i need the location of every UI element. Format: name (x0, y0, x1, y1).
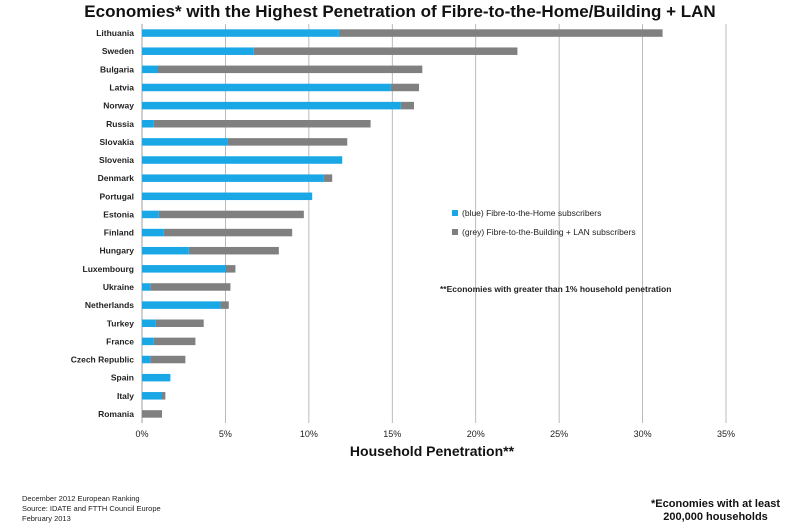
category-label: Norway (103, 101, 134, 111)
category-label: Latvia (109, 82, 134, 92)
x-axis-title: Household Penetration** (350, 443, 515, 459)
category-label: Denmark (98, 173, 135, 183)
bar-ftth (142, 120, 154, 128)
footer-household-note: *Economies with at least 200,000 househo… (651, 498, 780, 524)
bar-ftth (142, 228, 164, 237)
category-label: Finland (104, 228, 134, 238)
category-label: France (106, 336, 134, 346)
category-label: Romania (98, 409, 134, 419)
bar-ftth (142, 29, 339, 37)
x-tick-label: 0% (135, 429, 148, 439)
category-label: Czech Republic (71, 355, 135, 365)
bar-ftth (142, 337, 154, 346)
bar-ftth (142, 138, 228, 146)
x-tick-label: 5% (219, 429, 232, 439)
penetration-note: **Economies with greater than 1% househo… (440, 284, 671, 294)
x-tick-label: 35% (717, 429, 735, 439)
legend-label-fttb-lan: (grey) Fibre-to-the-Building + LAN subsc… (462, 227, 636, 237)
footer-ranking-line: December 2012 European Ranking (22, 494, 140, 503)
household-note-line-2: 200,000 households (663, 511, 768, 523)
bar-fttb-lan (400, 101, 414, 110)
category-label: Turkey (107, 318, 135, 328)
category-label: Ukraine (103, 282, 134, 292)
bar-fttb-lan (153, 337, 196, 346)
category-label: Luxembourg (83, 264, 134, 274)
bar-ftth (142, 246, 189, 255)
bar-fttb-lan (155, 319, 204, 327)
footer-source-line: Source: IDATE and FTTH Council Europe (22, 504, 161, 513)
category-label: Slovenia (99, 155, 134, 165)
x-tick-label: 25% (550, 429, 568, 439)
legend-swatch-ftth (452, 210, 458, 216)
bar-ftth (142, 355, 151, 364)
legend-swatch-fttb-lan (452, 229, 458, 235)
bars (142, 29, 663, 418)
category-label: Sweden (102, 46, 134, 56)
category-labels: Lithuania Sweden Bulgaria Latvia Norway Russi… (71, 28, 135, 419)
x-tick-label: 20% (467, 429, 485, 439)
bar-fttb-lan (158, 210, 304, 219)
bar-ftth (142, 101, 401, 110)
category-label: Italy (117, 391, 134, 401)
gridlines (141, 24, 727, 423)
bar-fttb-lan (157, 65, 423, 74)
category-label: Estonia (103, 209, 134, 219)
chart-title: Economies* with the Highest Penetration … (84, 2, 716, 21)
bar-fttb-lan (162, 392, 166, 400)
bar-ftth (142, 319, 156, 327)
bar-fttb-lan (150, 283, 231, 291)
category-label: Bulgaria (100, 64, 134, 74)
category-label: Russia (106, 119, 134, 129)
bar-ftth (142, 83, 391, 92)
bar-ftth (142, 192, 313, 201)
x-tick-label: 10% (300, 429, 318, 439)
bar-fttb-lan (153, 120, 371, 128)
legend: (blue) Fibre-to-the-Home subscribers (gr… (452, 208, 636, 237)
bar-fttb-lan (338, 29, 663, 37)
category-label: Lithuania (96, 28, 134, 38)
footer-source: December 2012 European Ranking Source: I… (22, 494, 161, 524)
bar-fttb-lan (150, 355, 186, 364)
category-label: Hungary (100, 246, 135, 256)
bar-ftth (142, 210, 159, 219)
category-label: Slovakia (100, 137, 135, 147)
bar-fttb-lan (225, 265, 236, 273)
bar-fttb-lan (390, 83, 419, 92)
bar-fttb-lan (227, 138, 348, 146)
bar-fttb-lan (220, 301, 229, 309)
bar-fttb-lan (188, 246, 279, 255)
bar-fttb-lan (323, 174, 333, 182)
category-label: Spain (111, 373, 134, 383)
legend-label-ftth: (blue) Fibre-to-the-Home subscribers (462, 208, 601, 218)
bar-ftth (142, 392, 163, 400)
footer-date-line: February 2013 (22, 514, 71, 523)
household-note-line-1: *Economies with at least (651, 498, 780, 510)
x-tick-label: 30% (634, 429, 652, 439)
bar-ftth (142, 283, 151, 291)
x-tick-label: 15% (383, 429, 401, 439)
bar-ftth (142, 265, 226, 273)
bar-fttb-lan (163, 228, 293, 237)
bar-fttb-lan (142, 410, 163, 418)
category-label: Netherlands (85, 300, 134, 310)
bar-ftth (142, 47, 254, 55)
bar-ftth (142, 373, 171, 382)
bar-ftth (142, 174, 324, 182)
bar-ftth (142, 65, 158, 74)
x-tick-labels: 0% 5% 10% 15% 20% 25% 30% 35% (135, 429, 735, 439)
bar-ftth (142, 301, 221, 309)
bar-ftth (142, 156, 343, 164)
bar-fttb-lan (253, 47, 518, 55)
category-label: Portugal (100, 191, 134, 201)
